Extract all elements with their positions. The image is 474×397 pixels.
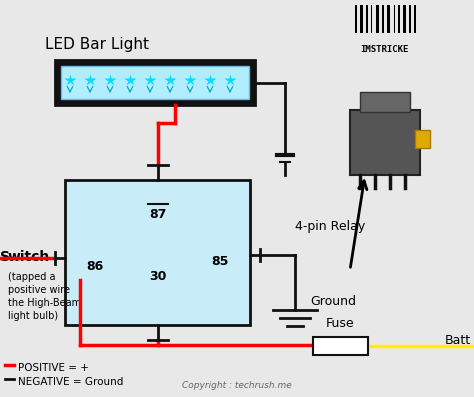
Text: Ground: Ground [310,295,356,308]
Bar [313,337,368,355]
Bar [415,130,430,148]
Bar [371,5,372,33]
Text: light bulb): light bulb) [8,311,58,321]
Bar [414,5,416,33]
Text: 4-pin Relay: 4-pin Relay [295,220,365,233]
Text: (tapped a: (tapped a [8,272,55,282]
Text: NEGATIVE = Ground: NEGATIVE = Ground [18,377,123,387]
Text: 86: 86 [86,260,104,273]
Text: POSITIVE = +: POSITIVE = + [18,363,89,373]
Bar [403,5,406,33]
Text: Fuse: Fuse [326,317,354,330]
Bar [65,180,250,325]
Bar [376,5,379,33]
Bar [360,92,410,112]
Text: Batt: Batt [445,333,471,347]
Text: witch: witch [8,250,50,264]
Text: positive wire: positive wire [8,285,70,295]
Text: 30: 30 [149,270,167,283]
Bar [394,5,395,33]
Text: Copyright : techrush.me: Copyright : techrush.me [182,381,292,390]
Bar [366,5,368,33]
Bar [61,66,249,99]
Text: 87: 87 [149,208,167,221]
Bar [382,5,384,33]
Bar [409,5,411,33]
Text: the High-Beam: the High-Beam [8,298,81,308]
Text: IMSTRICKE: IMSTRICKE [360,45,409,54]
Text: S: S [0,250,10,264]
Text: LED Bar Light: LED Bar Light [45,37,149,52]
Bar [350,110,420,175]
Bar [360,5,363,33]
Bar [55,60,255,105]
Bar [387,5,390,33]
Bar [355,5,357,33]
Bar [398,5,400,33]
Text: 85: 85 [211,255,228,268]
